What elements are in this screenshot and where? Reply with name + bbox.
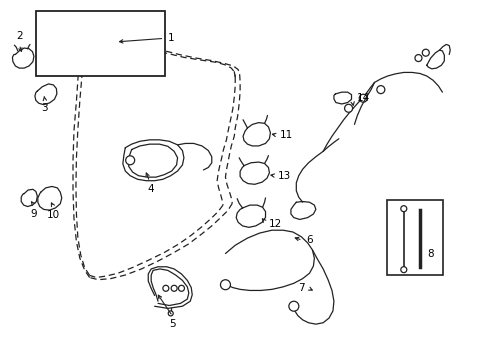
- Circle shape: [359, 94, 367, 102]
- Text: 14: 14: [356, 93, 369, 103]
- Circle shape: [401, 206, 407, 212]
- Text: 3: 3: [41, 103, 48, 113]
- Text: 6: 6: [307, 235, 313, 245]
- Circle shape: [401, 267, 407, 273]
- Circle shape: [289, 301, 299, 311]
- Circle shape: [126, 156, 135, 165]
- Circle shape: [178, 285, 184, 291]
- Text: 2: 2: [16, 31, 23, 41]
- Text: 1: 1: [168, 33, 174, 43]
- Text: 9: 9: [30, 209, 37, 219]
- Text: 5: 5: [170, 319, 176, 329]
- Circle shape: [168, 311, 173, 316]
- Text: 8: 8: [427, 248, 433, 258]
- Circle shape: [163, 285, 169, 291]
- Circle shape: [344, 104, 353, 112]
- Circle shape: [171, 285, 177, 291]
- Text: 4: 4: [148, 184, 154, 194]
- Bar: [387, 200, 443, 275]
- Text: 10: 10: [47, 211, 60, 220]
- Circle shape: [377, 86, 385, 94]
- Circle shape: [415, 55, 422, 62]
- Circle shape: [422, 49, 429, 56]
- Text: 11: 11: [280, 130, 294, 140]
- Circle shape: [220, 280, 230, 290]
- Text: 7: 7: [298, 283, 305, 293]
- Bar: [36, 12, 165, 76]
- Text: 12: 12: [269, 219, 282, 229]
- Text: 13: 13: [278, 171, 292, 181]
